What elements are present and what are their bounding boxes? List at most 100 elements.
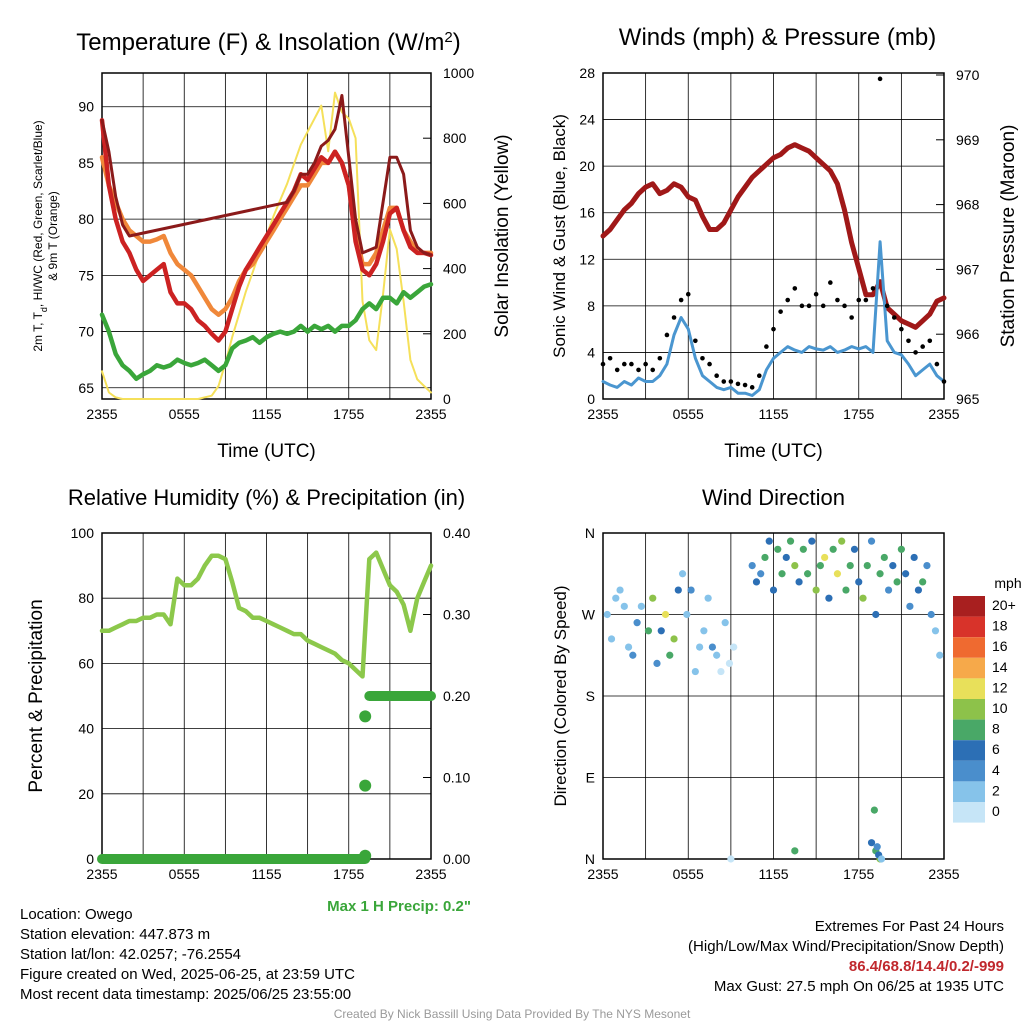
rh-ytick-label: 60 bbox=[78, 655, 94, 671]
extremes-info: Extremes For Past 24 Hours (High/Low/Max… bbox=[688, 917, 1004, 997]
gust-point bbox=[607, 355, 613, 361]
dewpoint-line bbox=[99, 282, 434, 382]
temp-ylabel: 2m T, Td, HI/WC (Red, Green, Scarlet/Blu… bbox=[31, 120, 60, 351]
temp-xtick-label: 2355 bbox=[415, 406, 446, 422]
legend-label: 16 bbox=[992, 638, 1008, 654]
gust-point bbox=[771, 326, 776, 332]
gust-point bbox=[813, 291, 819, 297]
wdir-point bbox=[708, 643, 717, 651]
rh-ytick-label: 100 bbox=[71, 525, 95, 541]
wdir-point bbox=[884, 586, 893, 594]
temp-ytick-label: 80 bbox=[78, 211, 94, 227]
rh-ytick-label: 40 bbox=[78, 721, 94, 737]
legend-label: 6 bbox=[992, 741, 1000, 757]
temp-ytick-label: 85 bbox=[78, 155, 94, 171]
wind-ytick-label: 0 bbox=[587, 391, 595, 407]
wdir-point bbox=[678, 570, 687, 578]
gust-point bbox=[785, 297, 791, 303]
wdir-point bbox=[906, 602, 914, 610]
legend-label: 20+ bbox=[992, 597, 1016, 613]
gust-point bbox=[820, 303, 826, 309]
temp-ytick-right-label: 200 bbox=[443, 326, 467, 342]
gust-point bbox=[920, 344, 925, 349]
wind-ytick-label: 12 bbox=[579, 251, 595, 267]
gust-point bbox=[828, 280, 833, 285]
wdir-point bbox=[791, 847, 799, 855]
latlon-text: Station lat/lon: 42.0257; -76.2554 bbox=[20, 946, 242, 963]
wdir-point bbox=[812, 586, 820, 594]
gust-point bbox=[913, 350, 918, 355]
legend-title: mph bbox=[994, 575, 1021, 591]
legend-swatch bbox=[953, 802, 985, 823]
temp-ytick-label: 75 bbox=[78, 267, 94, 283]
gust-point bbox=[629, 361, 634, 367]
wdir-point bbox=[795, 578, 803, 586]
rh-xtick-label: 2355 bbox=[415, 866, 446, 882]
gust-point bbox=[643, 361, 648, 367]
legend-label: 4 bbox=[992, 762, 1000, 778]
wdir-point bbox=[721, 619, 729, 627]
created-text: Figure created on Wed, 2025-06-25, at 23… bbox=[20, 966, 355, 983]
temp-9m-line bbox=[99, 149, 434, 317]
wdir-point bbox=[786, 537, 795, 545]
wdir-point bbox=[872, 610, 880, 619]
wdir-point bbox=[633, 619, 641, 627]
legend-swatch bbox=[953, 637, 985, 658]
wind-ytick-label: 20 bbox=[579, 158, 595, 174]
temp-ylabel-line1: 2m T, Td, HI/WC (Red, Green, Scarlet/Blu… bbox=[31, 120, 49, 351]
wdir-point bbox=[902, 570, 910, 578]
wdir-point bbox=[936, 651, 944, 659]
gust-point bbox=[728, 379, 734, 384]
wdir-point bbox=[846, 562, 854, 570]
wind-ytick-right-label: 970 bbox=[956, 67, 980, 83]
precip-point bbox=[359, 779, 372, 792]
legend-swatch bbox=[953, 781, 985, 802]
wdir-title: Wind Direction bbox=[702, 485, 845, 510]
legend-swatch bbox=[953, 699, 985, 720]
wdir-point bbox=[612, 594, 620, 602]
gust-point bbox=[884, 303, 890, 309]
wdir-point bbox=[863, 562, 871, 570]
legend-label: 14 bbox=[992, 659, 1008, 675]
gust-point bbox=[778, 309, 783, 314]
legend-swatch bbox=[953, 657, 985, 679]
speed-legend: mph 20+ 18 16 14 12 10 8 6 4 2 0 bbox=[953, 575, 1022, 823]
rh-line bbox=[99, 550, 434, 679]
wind-ytick-right-label: 965 bbox=[956, 391, 980, 407]
wdir-point bbox=[867, 839, 876, 847]
wdir-point bbox=[687, 586, 695, 594]
wdir-point bbox=[670, 635, 678, 643]
wdir-point bbox=[919, 578, 927, 586]
temp-ytick-right-label: 1000 bbox=[443, 65, 474, 81]
rh-xtick-label: 2355 bbox=[86, 866, 117, 882]
temp-2m-line bbox=[99, 117, 434, 343]
temp-ytick-label: 65 bbox=[78, 380, 94, 396]
wind-ytick-right-label: 967 bbox=[956, 261, 980, 277]
wdir-point bbox=[923, 562, 931, 570]
legend-swatch bbox=[953, 760, 985, 782]
wind-ylabel: Sonic Wind & Gust (Blue, Black) bbox=[550, 114, 569, 358]
wind-xtick-label: 0555 bbox=[673, 406, 704, 422]
legend-label: 0 bbox=[992, 803, 1000, 819]
temp-ytick-right-label: 400 bbox=[443, 261, 467, 277]
wdir-point bbox=[765, 537, 773, 545]
gust-point bbox=[721, 379, 727, 384]
wdir-point bbox=[870, 806, 878, 814]
wdir-point bbox=[914, 586, 923, 594]
wdir-point bbox=[829, 545, 837, 553]
legend-swatch bbox=[953, 678, 985, 699]
wdir-ylabel: Direction (Colored By Speed) bbox=[551, 585, 570, 806]
gust-point bbox=[700, 355, 705, 361]
gust-point bbox=[678, 297, 684, 303]
wdir-point bbox=[657, 627, 665, 635]
wdir-point bbox=[752, 578, 761, 586]
max-precip-text: Max 1 H Precip: 0.2" bbox=[327, 898, 471, 915]
rh-xtick-label: 1155 bbox=[251, 866, 281, 882]
legend-label: 8 bbox=[992, 721, 1000, 737]
wdir-point bbox=[666, 651, 674, 659]
wdir-point bbox=[893, 578, 901, 586]
wdir-ytick-label: W bbox=[582, 607, 596, 623]
wdir-point bbox=[757, 570, 765, 578]
gust-point bbox=[870, 286, 876, 291]
wdir-point bbox=[931, 627, 940, 635]
